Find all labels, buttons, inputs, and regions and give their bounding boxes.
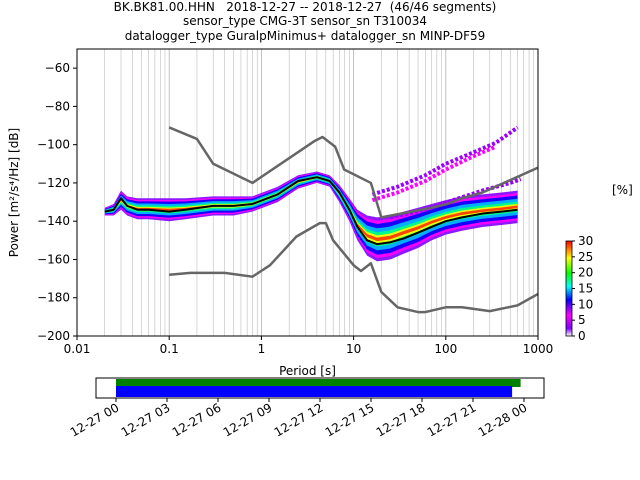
x-axis-label: Period [s] bbox=[279, 364, 336, 378]
noise-model-line-1 bbox=[169, 221, 538, 314]
mode-line bbox=[104, 176, 518, 246]
density-layer-5 bbox=[104, 176, 518, 244]
x-tick-label: 1000 bbox=[523, 342, 554, 356]
colorbar-tick-label: 15 bbox=[578, 282, 593, 296]
plot-frame bbox=[76, 48, 539, 337]
y-tick-label: −200 bbox=[37, 329, 70, 343]
y-tick-label: −80 bbox=[45, 99, 70, 113]
timeline-tick-label: 12-27 03 bbox=[119, 400, 173, 439]
colorbar-tick-label: 25 bbox=[578, 250, 593, 264]
timeline-tick-label: 12-27 18 bbox=[374, 400, 428, 439]
y-tick-label: −100 bbox=[37, 138, 70, 152]
timeline-tick-label: 12-27 06 bbox=[170, 400, 224, 439]
y-tick-label: −160 bbox=[37, 252, 70, 266]
colorbar-gradient bbox=[565, 240, 573, 337]
chart-title-line-3: datalogger_type GuralpMinimus+ datalogge… bbox=[124, 29, 486, 43]
axes: 0.01 0.1 1 10 100 1000 −200 −180 −160 −140 −120 −10… bbox=[7, 61, 553, 378]
noise-model-lines bbox=[104, 126, 538, 314]
colorbar-tick-label: 10 bbox=[578, 297, 593, 311]
colorbar-tick-label: 30 bbox=[578, 234, 593, 248]
y-tick-label: −180 bbox=[37, 291, 70, 305]
y-tick-label: −60 bbox=[45, 61, 70, 75]
x-tick-label: 100 bbox=[434, 342, 457, 356]
y-tick-label: −140 bbox=[37, 214, 70, 228]
timeline-tick-label: 12-27 00 bbox=[68, 400, 122, 439]
x-tick-label: 1 bbox=[258, 342, 266, 356]
chart-title-line-2: sensor_type CMG-3T sensor_sn T310034 bbox=[182, 14, 428, 28]
colorbar-tick-label: 20 bbox=[578, 266, 593, 280]
density-trail-0 bbox=[371, 125, 519, 197]
timeline-bar-0 bbox=[116, 379, 521, 387]
timeline-tick-label: 12-27 21 bbox=[425, 400, 479, 439]
colorbar-tick-label: 5 bbox=[578, 313, 586, 327]
x-tick-label: 0.1 bbox=[160, 342, 179, 356]
timeline-bar-1 bbox=[116, 386, 513, 397]
timeline-tick-label: 12-28 00 bbox=[476, 400, 530, 439]
timeline-tick-label: 12-27 09 bbox=[221, 400, 275, 439]
timeline-tick-label: 12-27 15 bbox=[323, 400, 377, 439]
noise-model-line-0 bbox=[168, 126, 538, 219]
timeline-tick-label: 12-27 12 bbox=[272, 400, 326, 439]
grid-lines bbox=[76, 49, 535, 336]
x-tick-label: 0.01 bbox=[64, 342, 91, 356]
colorbar-unit-label: [%] bbox=[612, 183, 633, 197]
chart-title-line-1: BK.BK81.00.HHN 2018-12-27 -- 2018-12-27 … bbox=[113, 0, 497, 14]
y-axis-label: Power [m²/s⁴/Hz] [dB] bbox=[7, 128, 21, 257]
ppsd-density-band bbox=[104, 125, 522, 262]
x-tick-label: 10 bbox=[346, 342, 361, 356]
density-trail-1 bbox=[371, 144, 497, 203]
y-tick-label: −120 bbox=[37, 176, 70, 190]
colorbar-tick-label: 0 bbox=[578, 329, 586, 343]
